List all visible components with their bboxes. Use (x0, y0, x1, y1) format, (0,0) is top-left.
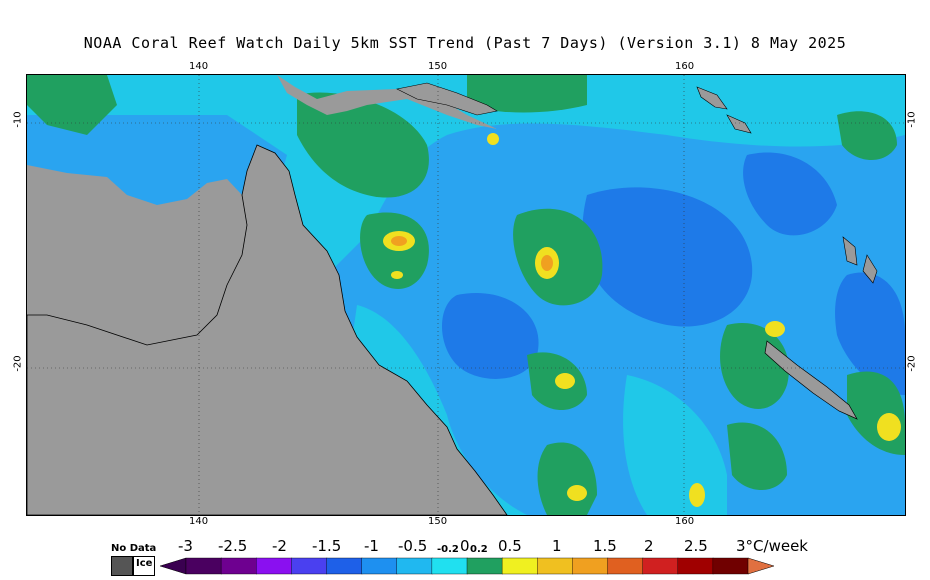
ocean-dark-region-1 (582, 187, 753, 327)
ice-swatch (133, 556, 155, 576)
green-patch-coral-1 (360, 212, 429, 289)
legend-swatch (185, 557, 222, 575)
lon-tick-top-150: 150 (428, 61, 448, 72)
ocean-dark-region-4 (835, 272, 905, 395)
map-canvas (27, 75, 905, 515)
lon-tick-bottom-150: 150 (428, 516, 448, 527)
legend-label-3-unit: 3°C/week (736, 537, 808, 555)
legend-swatch (677, 557, 714, 575)
legend-swatch (712, 557, 749, 575)
green-patch-nw (27, 75, 117, 135)
warm-spot-3 (555, 373, 575, 389)
legend-swatch (607, 557, 644, 575)
legend-label-2: 2 (644, 537, 654, 555)
ocean-dark-region-3 (442, 293, 539, 379)
land-solomon-2 (726, 114, 752, 134)
warm-spot-2-core (541, 255, 553, 271)
legend-label-02: 0.2 (470, 544, 488, 555)
legend-label-n15: -1.5 (312, 537, 342, 555)
legend-label-n05: -0.5 (398, 537, 428, 555)
legend-swatch (466, 557, 503, 575)
no-data-label: No Data (111, 543, 157, 554)
land-new-caledonia (764, 340, 858, 420)
lon-tick-bottom-160: 160 (675, 516, 695, 527)
lon-tick-top-160: 160 (675, 61, 695, 72)
no-data-swatch (111, 556, 133, 576)
land-vanuatu-2 (862, 254, 878, 284)
chart-title: NOAA Coral Reef Watch Daily 5km SST Tren… (83, 34, 847, 52)
land-queensland (27, 144, 508, 515)
lon-tick-top-140: 140 (189, 61, 209, 72)
green-patch-north (297, 92, 429, 198)
land-vanuatu-1 (842, 236, 858, 266)
legend-label-n2: -2 (272, 537, 287, 555)
warm-spot-4 (765, 321, 785, 337)
green-patch-png (467, 75, 587, 113)
legend-colorbar (160, 557, 775, 575)
legend-label-n3: -3 (178, 537, 193, 555)
legend-label-05: 0.5 (498, 537, 522, 555)
legend-swatch (431, 557, 468, 575)
lat-tick-left-10: -10 (12, 111, 24, 128)
legend-label-n25: -2.5 (218, 537, 248, 555)
legend-swatch (396, 557, 433, 575)
ocean-light-south (623, 375, 727, 515)
legend-swatch (572, 557, 609, 575)
warm-spot-1-core (391, 236, 407, 246)
legend-swatch (361, 557, 398, 575)
lat-tick-right-10: -10 (906, 111, 918, 128)
ice-label: Ice (136, 558, 153, 569)
legend-label-n1: -1 (364, 537, 379, 555)
legend-label-1: 1 (552, 537, 562, 555)
graticule (27, 75, 905, 515)
sst-trend-map (26, 74, 906, 516)
legend-label-25: 2.5 (684, 537, 708, 555)
lat-tick-left-20: -20 (12, 355, 24, 372)
green-patch-se (727, 422, 787, 490)
legend-swatch (537, 557, 574, 575)
warm-spot-5 (877, 413, 901, 441)
legend-swatch (326, 557, 363, 575)
warm-spot-9 (487, 133, 499, 145)
warm-spot-8 (391, 271, 403, 279)
legend-swatch (220, 557, 257, 575)
green-patch-ne (837, 111, 897, 160)
color-legend: No Data Ice -3 -2.5 -2 -1.5 -1 -0.5 -0.2… (0, 536, 930, 580)
legend-swatch (256, 557, 293, 575)
lat-tick-right-20: -20 (906, 355, 918, 372)
legend-arrow-right (747, 557, 775, 575)
legend-label-n02: -0.2 (437, 544, 459, 555)
ocean-dark-region-2 (743, 152, 837, 236)
warm-spot-6 (689, 483, 705, 507)
legend-swatch (642, 557, 679, 575)
legend-swatch (501, 557, 538, 575)
land-solomon-1 (696, 86, 728, 110)
warm-spot-7 (567, 485, 587, 501)
legend-swatch (291, 557, 328, 575)
land-png-tail (396, 82, 498, 116)
legend-label-0: 0 (460, 537, 470, 555)
land-gulf-west (27, 165, 247, 345)
ocean-light-north (27, 75, 905, 275)
legend-label-15: 1.5 (593, 537, 617, 555)
legend-arrow-left (160, 557, 187, 575)
lon-tick-bottom-140: 140 (189, 516, 209, 527)
